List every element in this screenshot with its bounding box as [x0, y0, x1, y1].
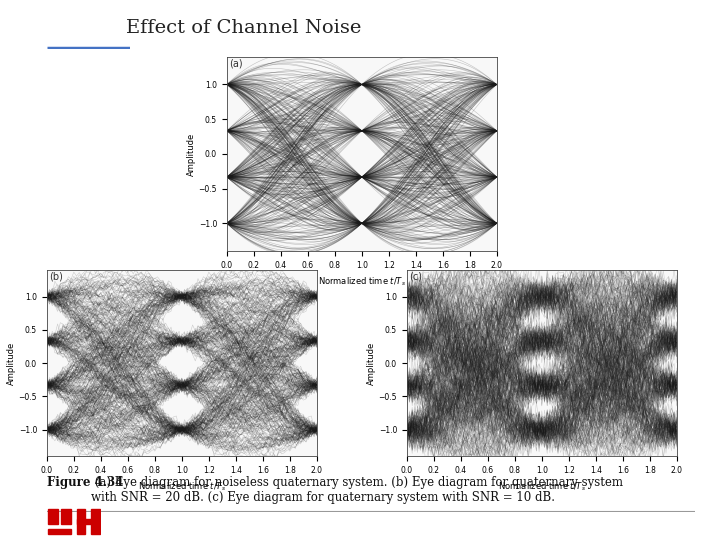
Text: (a) Eye diagram for noiseless quaternary system. (b) Eye diagram for quaternary : (a) Eye diagram for noiseless quaternary… [91, 476, 624, 504]
X-axis label: Normalized time $t/T_s$: Normalized time $t/T_s$ [498, 481, 586, 493]
Bar [48, 529, 71, 535]
Bar [76, 509, 85, 535]
Text: (a): (a) [230, 59, 243, 69]
X-axis label: Normalized time $t/T_s$: Normalized time $t/T_s$ [138, 481, 226, 493]
Y-axis label: Amplitude: Amplitude [186, 132, 196, 176]
Bar [76, 519, 99, 524]
Text: (b): (b) [50, 272, 63, 282]
X-axis label: Normalized time $t/T_s$: Normalized time $t/T_s$ [318, 275, 406, 288]
Y-axis label: Amplitude: Amplitude [6, 341, 16, 385]
Bar [91, 509, 99, 535]
Bar [48, 509, 58, 524]
Y-axis label: Amplitude: Amplitude [366, 341, 376, 385]
Text: (c): (c) [410, 272, 423, 282]
Text: Effect of Channel Noise: Effect of Channel Noise [126, 19, 361, 37]
Text: Figure 4.34: Figure 4.34 [47, 476, 123, 489]
Bar [61, 509, 71, 524]
